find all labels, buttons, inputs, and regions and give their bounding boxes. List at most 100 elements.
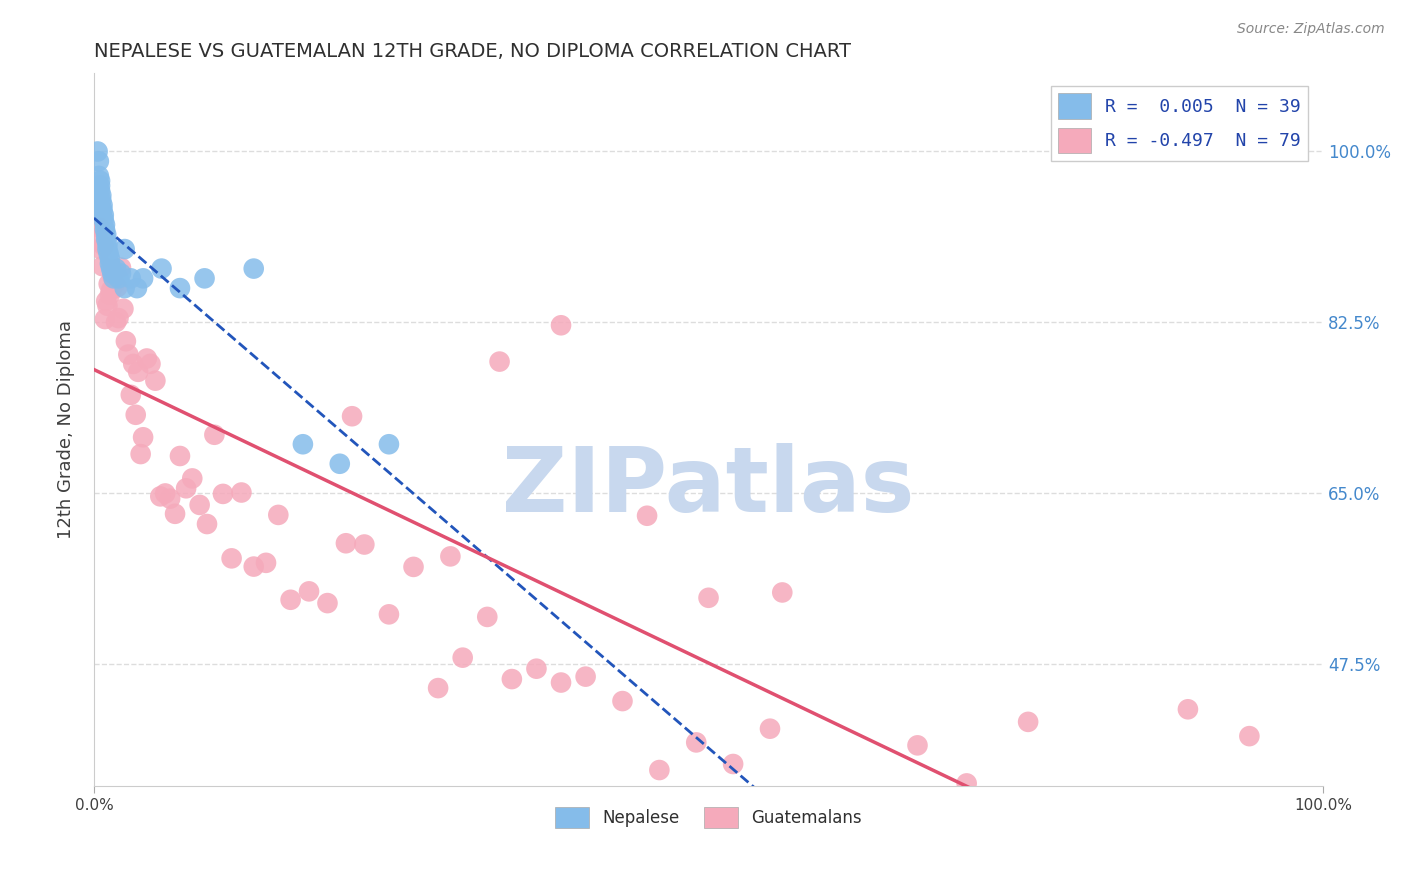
Point bbox=[127, 365, 149, 379]
Point bbox=[648, 763, 671, 777]
Point bbox=[110, 267, 132, 281]
Point bbox=[139, 357, 162, 371]
Point bbox=[298, 584, 321, 599]
Point bbox=[212, 487, 235, 501]
Point bbox=[956, 776, 979, 790]
Point bbox=[117, 347, 139, 361]
Point bbox=[90, 243, 112, 257]
Point bbox=[107, 271, 129, 285]
Point bbox=[107, 311, 129, 326]
Point bbox=[122, 357, 145, 371]
Point bbox=[105, 261, 128, 276]
Point bbox=[87, 154, 110, 169]
Text: ZIPatlas: ZIPatlas bbox=[502, 442, 915, 531]
Point bbox=[231, 485, 253, 500]
Point bbox=[129, 447, 152, 461]
Text: NEPALESE VS GUATEMALAN 12TH GRADE, NO DIPLOMA CORRELATION CHART: NEPALESE VS GUATEMALAN 12TH GRADE, NO DI… bbox=[94, 42, 851, 61]
Point bbox=[353, 537, 375, 551]
Point bbox=[101, 267, 124, 281]
Point bbox=[477, 610, 499, 624]
Point bbox=[685, 735, 707, 749]
Point bbox=[291, 437, 314, 451]
Point bbox=[115, 334, 138, 349]
Point bbox=[93, 208, 115, 222]
Point bbox=[575, 670, 598, 684]
Point bbox=[96, 227, 118, 242]
Point bbox=[132, 430, 155, 444]
Point bbox=[94, 222, 117, 236]
Point bbox=[501, 672, 523, 686]
Point bbox=[770, 585, 793, 599]
Point bbox=[98, 257, 121, 271]
Point bbox=[135, 351, 157, 366]
Point bbox=[526, 662, 548, 676]
Point bbox=[721, 757, 744, 772]
Point bbox=[93, 239, 115, 253]
Point bbox=[636, 508, 658, 523]
Point bbox=[100, 283, 122, 297]
Point bbox=[94, 312, 117, 326]
Point bbox=[101, 268, 124, 283]
Point bbox=[155, 486, 177, 500]
Point bbox=[97, 277, 120, 291]
Point bbox=[91, 202, 114, 217]
Point bbox=[91, 198, 114, 212]
Point bbox=[89, 178, 111, 193]
Point bbox=[96, 232, 118, 246]
Y-axis label: 12th Grade, No Diploma: 12th Grade, No Diploma bbox=[58, 320, 75, 539]
Point bbox=[96, 237, 118, 252]
Point bbox=[195, 516, 218, 531]
Point bbox=[89, 174, 111, 188]
Point bbox=[280, 592, 302, 607]
Point bbox=[550, 318, 572, 333]
Point bbox=[110, 260, 132, 275]
Point bbox=[254, 556, 277, 570]
Point bbox=[1239, 729, 1261, 743]
Point bbox=[98, 252, 121, 266]
Point bbox=[104, 277, 127, 291]
Point bbox=[105, 315, 128, 329]
Point bbox=[145, 374, 167, 388]
Point bbox=[550, 675, 572, 690]
Point bbox=[340, 409, 363, 424]
Point bbox=[759, 722, 782, 736]
Point bbox=[907, 739, 929, 753]
Point bbox=[91, 259, 114, 273]
Point bbox=[114, 281, 136, 295]
Point bbox=[202, 427, 225, 442]
Point bbox=[150, 261, 173, 276]
Point bbox=[90, 194, 112, 208]
Point bbox=[86, 145, 108, 159]
Point bbox=[125, 281, 148, 295]
Point bbox=[1017, 714, 1039, 729]
Point bbox=[96, 299, 118, 313]
Point bbox=[114, 242, 136, 256]
Point bbox=[159, 491, 181, 506]
Text: Source: ZipAtlas.com: Source: ZipAtlas.com bbox=[1237, 22, 1385, 37]
Point bbox=[87, 169, 110, 183]
Point bbox=[221, 551, 243, 566]
Point bbox=[181, 471, 204, 485]
Point bbox=[120, 271, 142, 285]
Point bbox=[808, 808, 831, 822]
Point bbox=[105, 280, 128, 294]
Point bbox=[612, 694, 634, 708]
Point bbox=[103, 271, 125, 285]
Point bbox=[165, 507, 187, 521]
Point bbox=[402, 560, 425, 574]
Point bbox=[451, 650, 474, 665]
Point bbox=[169, 449, 191, 463]
Point bbox=[112, 301, 135, 316]
Point bbox=[103, 262, 125, 277]
Point bbox=[858, 792, 880, 806]
Point bbox=[427, 681, 450, 695]
Point bbox=[96, 242, 118, 256]
Point bbox=[132, 271, 155, 285]
Point bbox=[193, 271, 215, 285]
Point bbox=[86, 233, 108, 247]
Point bbox=[97, 247, 120, 261]
Point bbox=[94, 218, 117, 232]
Point bbox=[90, 188, 112, 202]
Point bbox=[242, 559, 264, 574]
Point bbox=[378, 607, 401, 622]
